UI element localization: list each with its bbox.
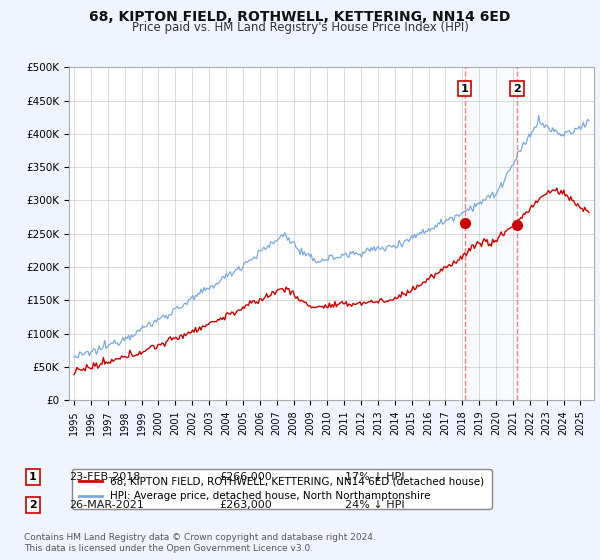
- Text: 23-FEB-2018: 23-FEB-2018: [69, 472, 140, 482]
- Text: Contains HM Land Registry data © Crown copyright and database right 2024.
This d: Contains HM Land Registry data © Crown c…: [24, 533, 376, 553]
- Legend: 68, KIPTON FIELD, ROTHWELL, KETTERING, NN14 6ED (detached house), HPI: Average p: 68, KIPTON FIELD, ROTHWELL, KETTERING, N…: [71, 469, 491, 508]
- Text: 68, KIPTON FIELD, ROTHWELL, KETTERING, NN14 6ED: 68, KIPTON FIELD, ROTHWELL, KETTERING, N…: [89, 10, 511, 24]
- Text: £263,000: £263,000: [219, 500, 272, 510]
- Text: 1: 1: [29, 472, 37, 482]
- Text: Price paid vs. HM Land Registry's House Price Index (HPI): Price paid vs. HM Land Registry's House …: [131, 21, 469, 34]
- Text: 26-MAR-2021: 26-MAR-2021: [69, 500, 144, 510]
- Text: 2: 2: [513, 83, 521, 94]
- Text: 17% ↓ HPI: 17% ↓ HPI: [345, 472, 404, 482]
- Text: £266,000: £266,000: [219, 472, 272, 482]
- Text: 1: 1: [461, 83, 469, 94]
- Bar: [465, 67, 517, 400]
- Text: 2: 2: [29, 500, 37, 510]
- Text: 24% ↓ HPI: 24% ↓ HPI: [345, 500, 404, 510]
